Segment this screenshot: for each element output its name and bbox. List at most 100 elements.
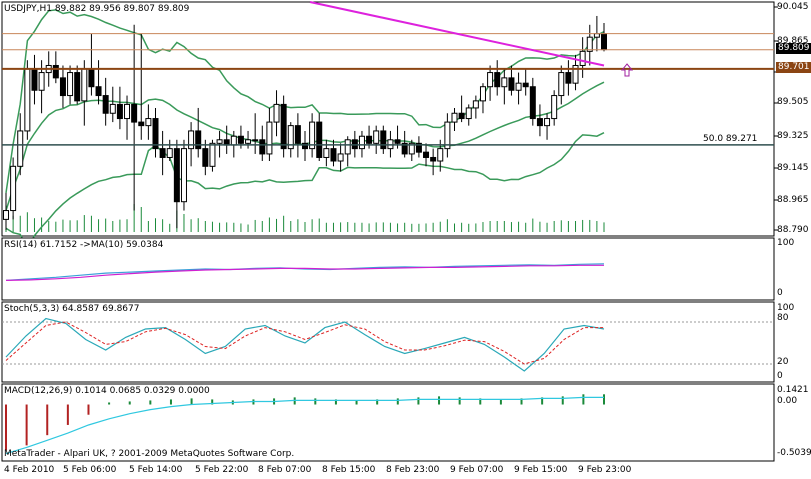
bull-candle: [501, 77, 508, 88]
bear-candle: [59, 77, 66, 97]
price-axis-label: 89.865: [777, 36, 809, 46]
time-axis-label: 4 Feb 2010: [4, 465, 55, 475]
bull-candle: [145, 118, 152, 127]
time-axis-label: 8 Feb 07:00: [258, 465, 312, 475]
bear-candle: [430, 156, 437, 162]
bear-candle: [138, 121, 145, 127]
bull-candle: [166, 148, 173, 158]
level-price-tag: 89.701: [776, 62, 811, 73]
price-axis-label: 88.965: [777, 195, 809, 205]
bull-candle: [373, 130, 380, 144]
macd-axis-label: -0.5039: [777, 448, 811, 458]
bull-candle: [344, 139, 351, 155]
bull-candle: [487, 72, 494, 88]
rsi-axis-label: 0: [777, 288, 783, 298]
bull-candle: [180, 148, 187, 203]
bear-candle: [394, 139, 401, 144]
time-axis-label: 5 Feb 06:00: [63, 465, 117, 475]
bear-candle: [302, 142, 308, 150]
up-arrow-icon: [620, 63, 634, 77]
overlay-lines: [2, 1, 774, 146]
bear-candle: [31, 68, 38, 91]
bull-candle: [586, 36, 593, 52]
stoch-axis-label: 100: [777, 303, 795, 313]
bull-candle: [252, 139, 259, 142]
bull-candle: [558, 72, 565, 97]
bull-candle: [309, 121, 316, 150]
bull-candle: [230, 135, 237, 146]
stoch-axis-label: 0: [777, 371, 783, 381]
bull-candle: [124, 103, 131, 120]
stoch-panel[interactable]: [1, 301, 775, 383]
bear-candle: [508, 77, 515, 91]
bull-candle: [209, 142, 216, 167]
bull-candle: [465, 107, 472, 120]
macd-lines: [5, 394, 605, 455]
main-panel[interactable]: [1, 1, 775, 237]
fib-level-label: 50.0 89.271: [703, 134, 758, 144]
bull-candle: [408, 142, 415, 155]
stoch-header: Stoch(5,3,3) 64.8587 69.8677: [4, 304, 140, 314]
bull-candle: [266, 121, 273, 155]
time-axis-label: 8 Feb 23:00: [386, 465, 440, 475]
bear-candle: [102, 95, 109, 114]
stoch-signal-line: [5, 321, 604, 365]
bear-candle: [316, 121, 323, 158]
bear-candle: [195, 130, 202, 150]
bear-candle: [152, 118, 159, 150]
bull-candle: [38, 72, 45, 91]
footer-credit: MetaTrader - Alpari UK, ? 2001-2009 Meta…: [4, 449, 295, 459]
bollinger-lower: [5, 132, 605, 250]
stoch-lines: [2, 317, 774, 372]
bull-candle: [10, 165, 17, 212]
rsi-ma-line: [5, 264, 604, 281]
bear-candle: [529, 86, 536, 120]
bull-candle: [572, 64, 579, 84]
bull-candle: [81, 68, 88, 102]
bear-candle: [423, 151, 430, 158]
macd-signal-line: [5, 396, 604, 455]
bear-candle: [88, 68, 95, 88]
bear-candle: [237, 135, 244, 144]
rsi-header: RSI(14) 61.7152 ->MA(10) 59.0384: [4, 240, 164, 250]
bull-candle: [109, 103, 116, 114]
bear-candle: [259, 139, 266, 155]
trend-line: [309, 1, 605, 67]
macd-header: MACD(12,26,9) 0.1014 0.0685 0.0329 0.000…: [4, 386, 210, 396]
time-axis-label: 8 Feb 15:00: [322, 465, 376, 475]
bull-candle: [437, 148, 444, 162]
time-axis-label: 9 Feb 23:00: [578, 465, 632, 475]
current-price-tag: 89.809: [776, 43, 811, 54]
main-header: USDJPY,H1 89.882 89.956 89.807 89.809: [4, 4, 190, 14]
rsi-axis-label: 100: [777, 238, 795, 248]
bull-candle: [551, 95, 558, 120]
macd-panel[interactable]: [1, 383, 775, 462]
bull-candle: [216, 139, 223, 144]
bear-candle: [366, 135, 373, 144]
bear-candle: [494, 72, 501, 88]
bull-candle: [17, 130, 24, 167]
bear-candle: [380, 130, 387, 150]
bull-candle: [579, 50, 586, 66]
bull-candle: [544, 118, 551, 127]
price-axis-label: 89.325: [777, 131, 809, 141]
bear-candle: [330, 148, 337, 162]
bull-candle: [515, 82, 522, 91]
rsi-panel[interactable]: [1, 237, 775, 301]
candlesticks: [3, 15, 607, 230]
bull-candle: [337, 153, 344, 162]
bull-candle: [188, 130, 195, 150]
price-axis-label: 90.045: [777, 2, 809, 12]
bull-candle: [287, 125, 294, 150]
bull-candle: [593, 33, 600, 38]
bear-candle: [415, 142, 422, 153]
bear-candle: [173, 148, 180, 203]
bull-candle: [444, 121, 451, 150]
price-axis-label: 89.145: [777, 163, 809, 173]
bear-candle: [522, 82, 529, 88]
time-axis-label: 9 Feb 15:00: [514, 465, 568, 475]
time-axis-label: 9 Feb 07:00: [450, 465, 504, 475]
bear-candle: [536, 118, 543, 127]
rsi-lines: [5, 263, 605, 281]
